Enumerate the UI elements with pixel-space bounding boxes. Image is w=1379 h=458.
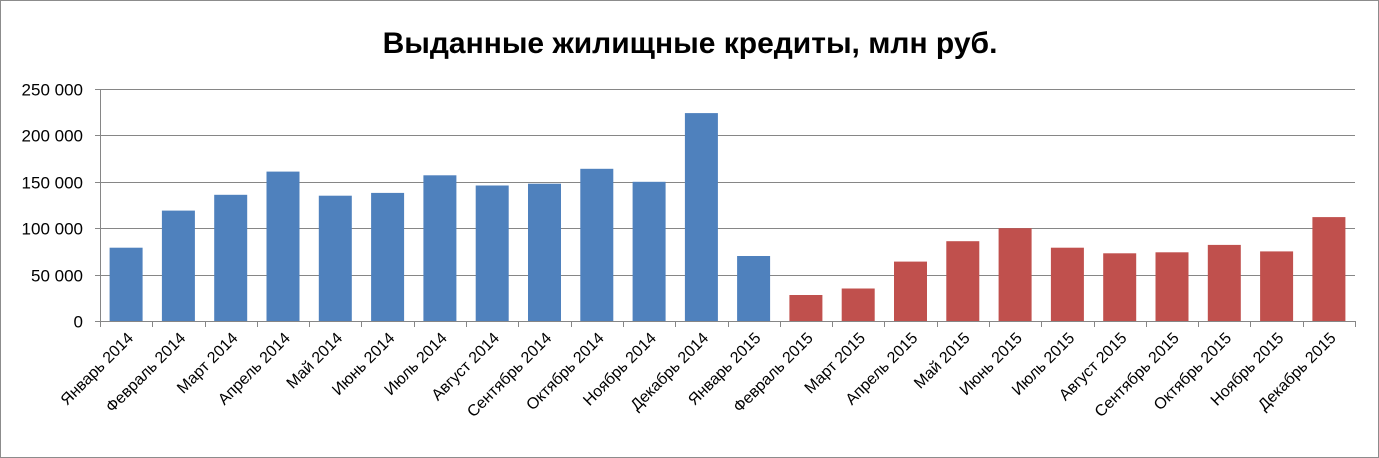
bar bbox=[946, 241, 980, 321]
bar bbox=[109, 247, 143, 321]
gridlines bbox=[100, 89, 1355, 276]
bar bbox=[371, 192, 405, 321]
bar bbox=[1103, 253, 1137, 321]
bar bbox=[528, 183, 561, 321]
bar bbox=[894, 261, 927, 321]
bar bbox=[632, 181, 666, 321]
bars bbox=[109, 113, 1346, 321]
bar bbox=[737, 256, 771, 321]
bar bbox=[423, 175, 457, 321]
chart-title: Выданные жилищные кредиты, млн руб. bbox=[383, 27, 998, 60]
bar bbox=[1260, 251, 1294, 321]
y-axis: 0 50 000 100 000 150 000 200 000 250 000 bbox=[22, 81, 101, 332]
bar bbox=[841, 288, 875, 321]
y-tick-label: 200 000 bbox=[22, 127, 83, 146]
y-tick-label: 250 000 bbox=[22, 81, 83, 100]
bar bbox=[161, 210, 195, 321]
bar bbox=[475, 185, 509, 321]
bar bbox=[1050, 247, 1084, 321]
bar bbox=[684, 113, 718, 321]
bar bbox=[580, 168, 614, 321]
bar bbox=[214, 194, 248, 321]
bar bbox=[1312, 217, 1346, 321]
y-tick-label: 50 000 bbox=[31, 267, 83, 286]
bar bbox=[789, 295, 823, 321]
bar bbox=[998, 228, 1032, 321]
bar bbox=[1207, 244, 1241, 321]
y-tick-label: 150 000 bbox=[22, 174, 83, 193]
y-tick-label: 0 bbox=[74, 313, 83, 332]
bar bbox=[1155, 252, 1189, 321]
y-tick-label: 100 000 bbox=[22, 220, 83, 239]
bar bbox=[266, 171, 300, 321]
bar bbox=[318, 195, 352, 321]
